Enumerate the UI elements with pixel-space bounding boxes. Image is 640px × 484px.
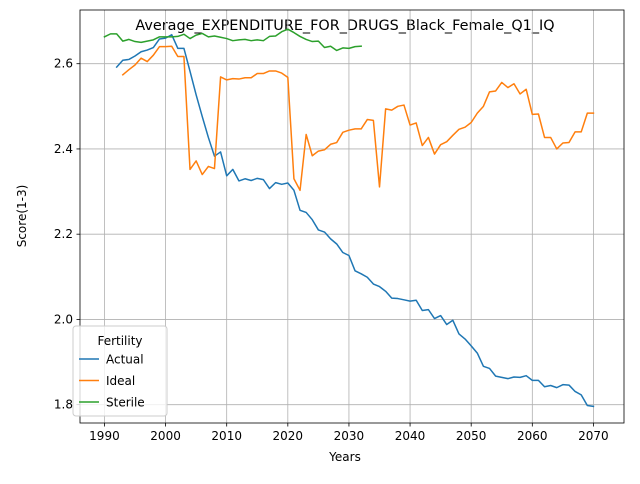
plot-frame	[79, 9, 625, 424]
y-tick-label: 2.6	[54, 57, 73, 71]
y-tick-label: 2.0	[54, 312, 73, 326]
x-tick-label: 2060	[517, 429, 548, 443]
y-tick-label: 2.4	[54, 142, 73, 156]
series-line-ideal	[121, 45, 595, 192]
grid-layer	[80, 10, 624, 423]
x-tick-label: 2000	[150, 429, 181, 443]
y-tick-label: 2.2	[54, 227, 73, 241]
tick-layer: 1990 2000 2010 2020 2030 2040 2050 2060 2070 1.8 2…	[54, 57, 609, 443]
legend-label-ideal: Ideal	[106, 374, 135, 388]
legend-label-sterile: Sterile	[106, 396, 145, 410]
legend: Fertility Actual Ideal Sterile	[72, 325, 168, 417]
x-tick-label: 2030	[334, 429, 365, 443]
legend-items: Actual Ideal Sterile	[79, 353, 145, 410]
series-line-actual	[115, 33, 595, 408]
x-tick-label: 2050	[456, 429, 487, 443]
x-axis-label: Years	[328, 450, 361, 464]
legend-title: Fertility	[97, 334, 142, 348]
x-tick-label: 2020	[273, 429, 304, 443]
chart-title: Average_EXPENDITURE_FOR_DRUGS_Black_Fema…	[135, 18, 554, 34]
x-tick-label: 1990	[89, 429, 120, 443]
x-tick-label: 2040	[395, 429, 426, 443]
legend-label-actual: Actual	[106, 353, 144, 367]
y-tick-label: 1.8	[54, 398, 73, 412]
x-tick-label: 2010	[211, 429, 242, 443]
series-line-sterile	[103, 28, 362, 52]
series-layer	[103, 28, 595, 408]
legend-box	[72, 325, 168, 417]
y-axis-label: Score(1-3)	[15, 185, 29, 248]
x-tick-label: 2070	[578, 429, 609, 443]
